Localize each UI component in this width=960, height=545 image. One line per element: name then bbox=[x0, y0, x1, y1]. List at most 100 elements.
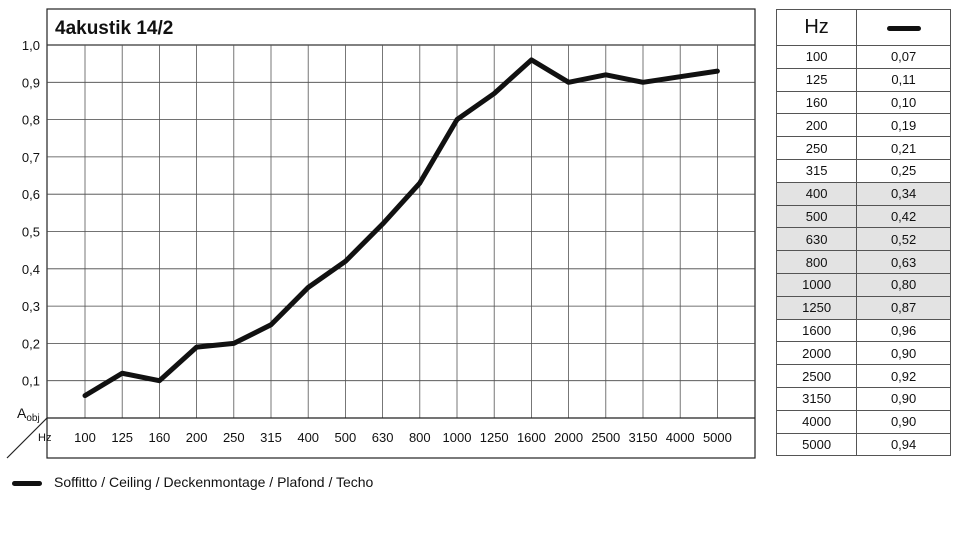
table-row: 3150 0,90 bbox=[775, 386, 951, 411]
table-cell-value: 0,90 bbox=[856, 341, 951, 366]
x-tick-label: 200 bbox=[186, 430, 208, 445]
table-cell-value: 0,19 bbox=[856, 113, 951, 138]
table-cell-hz: 500 bbox=[775, 204, 858, 229]
x-tick-label: 125 bbox=[111, 430, 133, 445]
table-cell-hz: 2500 bbox=[775, 364, 858, 388]
y-tick-label: 0,7 bbox=[22, 150, 40, 165]
table-row: 1250 0,87 bbox=[775, 295, 951, 320]
table-cell-value: 0,80 bbox=[856, 272, 951, 297]
y-axis-label-sub: obj bbox=[26, 413, 39, 424]
legend-line-icon bbox=[12, 480, 42, 486]
table-row: 200 0,19 bbox=[775, 113, 951, 138]
chart-title: 4akustik 14/2 bbox=[55, 18, 173, 39]
legend-label: Soffitto / Ceiling / Deckenmontage / Pla… bbox=[54, 474, 374, 490]
y-tick-label: 1,0 bbox=[22, 38, 40, 53]
table-cell-hz: 100 bbox=[775, 45, 858, 69]
y-tick-label: 0,3 bbox=[22, 299, 40, 314]
table-header-legend bbox=[856, 9, 951, 46]
y-axis-label: Aobj bbox=[17, 405, 40, 424]
x-tick-label: 1600 bbox=[517, 430, 546, 445]
x-tick-label: 100 bbox=[74, 430, 96, 445]
table-cell-hz: 3150 bbox=[775, 386, 858, 411]
table-cell-hz: 250 bbox=[775, 136, 858, 160]
table-cell-value: 0,34 bbox=[856, 181, 951, 206]
table-cell-value: 0,92 bbox=[856, 364, 951, 388]
table-body: 100 0,07 125 0,11 160 0,10 200 0,19 250 0,21 315 0,… bbox=[775, 45, 951, 457]
table-cell-value: 0,96 bbox=[856, 318, 951, 343]
table-row: 125 0,11 bbox=[775, 67, 951, 92]
table-cell-value: 0,63 bbox=[856, 250, 951, 274]
table-row: 100 0,07 bbox=[775, 45, 951, 69]
line-sample-icon bbox=[886, 26, 921, 32]
table-cell-value: 0,94 bbox=[856, 432, 951, 457]
x-axis-label: Hz bbox=[38, 432, 51, 444]
x-tick-label: 5000 bbox=[703, 430, 732, 445]
grid bbox=[47, 44, 755, 418]
x-tick-label: 4000 bbox=[666, 430, 695, 445]
y-tick-label: 0,1 bbox=[22, 374, 40, 389]
table-cell-value: 0,90 bbox=[856, 386, 951, 411]
x-tick-label: 500 bbox=[335, 430, 357, 445]
x-tick-label: 250 bbox=[223, 430, 245, 445]
table-row: 1600 0,96 bbox=[775, 318, 951, 343]
table-row: 800 0,63 bbox=[775, 250, 951, 274]
y-tick-label: 0,8 bbox=[22, 113, 40, 128]
x-tick-label: 1250 bbox=[480, 430, 509, 445]
y-tick-label: 0,4 bbox=[22, 262, 40, 277]
y-tick-label: 0,6 bbox=[22, 187, 40, 202]
table-cell-hz: 1250 bbox=[775, 295, 858, 320]
y-tick-label: 0,5 bbox=[22, 225, 40, 240]
table-cell-value: 0,87 bbox=[856, 295, 951, 320]
table-cell-value: 0,52 bbox=[856, 227, 951, 252]
table-cell-hz: 800 bbox=[775, 250, 858, 274]
table-row: 2500 0,92 bbox=[775, 364, 951, 388]
table-cell-hz: 315 bbox=[775, 158, 858, 183]
table-row: 250 0,21 bbox=[775, 136, 951, 160]
axis-corner-diagonal bbox=[6, 417, 48, 459]
table-header-hz: Hz bbox=[775, 9, 858, 46]
table-row: 2000 0,90 bbox=[775, 341, 951, 366]
y-tick-label: 0,9 bbox=[22, 75, 40, 90]
table-cell-value: 0,42 bbox=[856, 204, 951, 229]
table-row: 630 0,52 bbox=[775, 227, 951, 252]
x-tick-label: 800 bbox=[409, 430, 431, 445]
table-row: 5000 0,94 bbox=[775, 432, 951, 457]
x-tick-label: 2500 bbox=[591, 430, 620, 445]
table-cell-value: 0,25 bbox=[856, 158, 951, 183]
absorption-table: Hz 100 0,07 125 0,11 160 0,10 200 0,19 250 0,21 31… bbox=[775, 9, 951, 457]
x-tick-label: 315 bbox=[260, 430, 282, 445]
table-row: 315 0,25 bbox=[775, 158, 951, 183]
x-tick-label: 400 bbox=[297, 430, 319, 445]
x-tick-label: 160 bbox=[149, 430, 171, 445]
table-header-row: Hz bbox=[775, 9, 951, 46]
table-cell-value: 0,07 bbox=[856, 45, 951, 69]
table-cell-hz: 630 bbox=[775, 227, 858, 252]
y-axis-label-main: A bbox=[17, 405, 27, 421]
table-row: 500 0,42 bbox=[775, 204, 951, 229]
table-cell-hz: 4000 bbox=[775, 409, 858, 434]
table-row: 4000 0,90 bbox=[775, 409, 951, 434]
table-cell-hz: 5000 bbox=[775, 432, 858, 457]
table-cell-hz: 160 bbox=[775, 90, 858, 115]
x-tick-label: 630 bbox=[372, 430, 394, 445]
table-cell-hz: 1000 bbox=[775, 272, 858, 297]
table-cell-value: 0,90 bbox=[856, 409, 951, 434]
table-cell-hz: 200 bbox=[775, 113, 858, 138]
x-tick-labels: 100 125 160 200 250 315 400 500 630 800 1000 1250 16… bbox=[74, 430, 732, 445]
y-tick-labels: 0,1 0,2 0,3 0,4 0,5 0,6 0,7 0,8 0,9 1,0 bbox=[22, 38, 40, 389]
table-cell-value: 0,21 bbox=[856, 136, 951, 160]
table-row: 160 0,10 bbox=[775, 90, 951, 115]
chart-frame bbox=[46, 8, 756, 459]
table-cell-hz: 2000 bbox=[775, 341, 858, 366]
table-cell-hz: 1600 bbox=[775, 318, 858, 343]
x-tick-label: 1000 bbox=[443, 430, 472, 445]
table-cell-value: 0,10 bbox=[856, 90, 951, 115]
chart: 4akustik 14/2 0,10,20,30,40,50,60,70,80,… bbox=[6, 8, 756, 459]
table-row: 400 0,34 bbox=[775, 181, 951, 206]
x-tick-label: 2000 bbox=[554, 430, 583, 445]
legend: Soffitto / Ceiling / Deckenmontage / Pla… bbox=[12, 474, 373, 490]
y-tick-label: 0,2 bbox=[22, 336, 40, 351]
x-tick-label: 3150 bbox=[629, 430, 658, 445]
table-cell-value: 0,11 bbox=[856, 67, 951, 92]
table-cell-hz: 125 bbox=[775, 67, 858, 92]
